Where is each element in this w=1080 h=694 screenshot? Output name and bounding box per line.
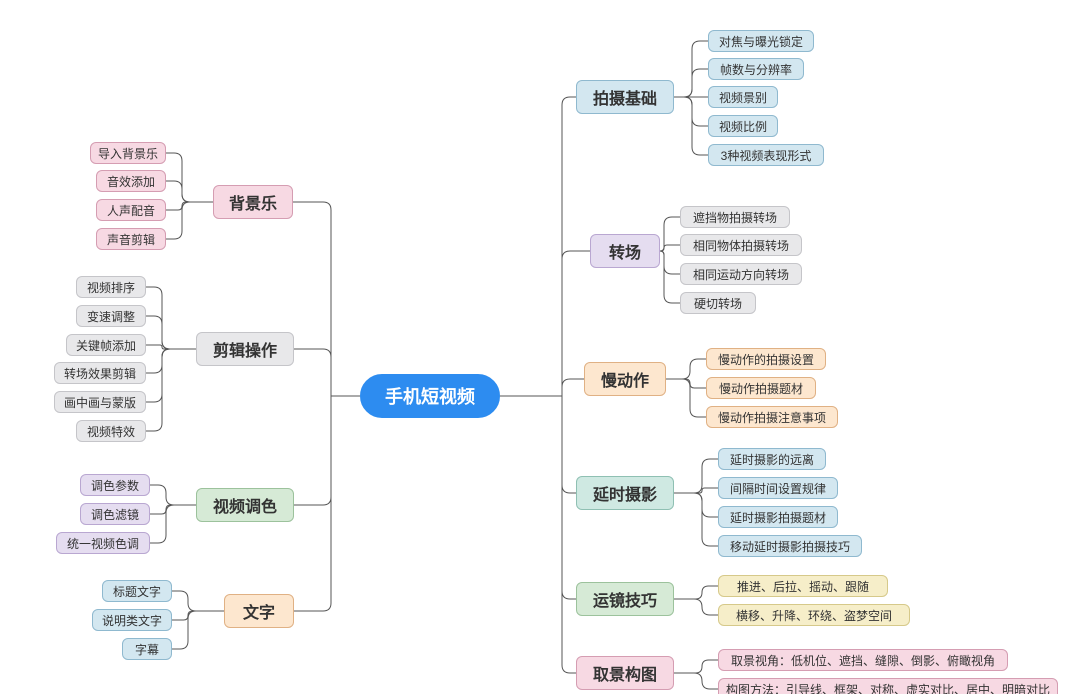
node-leaf: 3种视频表现形式: [708, 144, 824, 166]
node-basics: 拍摄基础: [576, 80, 674, 114]
node-label: 视频调色: [213, 493, 277, 517]
node-label: 相同物体拍摄转场: [693, 237, 789, 254]
node-label: 音效添加: [107, 173, 155, 190]
node-leaf: 统一视频色调: [56, 532, 150, 554]
node-label: 慢动作的拍摄设置: [718, 351, 814, 368]
node-label: 慢动作: [601, 367, 649, 391]
node-leaf: 取景视角：低机位、遮挡、缝隙、倒影、俯瞰视角: [718, 649, 1008, 671]
node-label: 说明类文字: [102, 612, 162, 629]
node-framing: 取景构图: [576, 656, 674, 690]
node-leaf: 慢动作拍摄题材: [706, 377, 816, 399]
node-label: 背景乐: [229, 190, 277, 214]
node-camera: 运镜技巧: [576, 582, 674, 616]
node-label: 手机短视频: [385, 383, 475, 409]
node-label: 间隔时间设置规律: [730, 480, 826, 497]
node-leaf: 标题文字: [102, 580, 172, 602]
node-leaf: 横移、升降、环绕、盗梦空间: [718, 604, 910, 626]
node-label: 延时摄影拍摄题材: [730, 509, 826, 526]
node-label: 运镜技巧: [593, 587, 657, 611]
node-leaf: 帧数与分辨率: [708, 58, 804, 80]
node-label: 对焦与曝光锁定: [719, 33, 803, 50]
node-leaf: 移动延时摄影拍摄技巧: [718, 535, 862, 557]
node-leaf: 视频排序: [76, 276, 146, 298]
node-label: 变速调整: [87, 308, 135, 325]
node-leaf: 转场效果剪辑: [54, 362, 146, 384]
node-leaf: 调色滤镜: [80, 503, 150, 525]
node-label: 构图方法：引导线、框架、对称、虚实对比、居中、明暗对比: [726, 681, 1050, 694]
node-label: 调色参数: [91, 477, 139, 494]
node-label: 调色滤镜: [91, 506, 139, 523]
node-label: 标题文字: [113, 583, 161, 600]
node-label: 取景构图: [593, 661, 657, 685]
node-label: 遮挡物拍摄转场: [693, 209, 777, 226]
node-leaf: 视频景别: [708, 86, 778, 108]
node-leaf: 相同物体拍摄转场: [680, 234, 802, 256]
node-label: 转场: [609, 239, 641, 263]
node-leaf: 视频比例: [708, 115, 778, 137]
node-label: 慢动作拍摄注意事项: [718, 409, 826, 426]
node-label: 统一视频色调: [67, 535, 139, 552]
node-root: 手机短视频: [360, 374, 500, 418]
node-label: 字幕: [135, 641, 159, 658]
node-label: 导入背景乐: [98, 145, 158, 162]
node-leaf: 构图方法：引导线、框架、对称、虚实对比、居中、明暗对比: [718, 678, 1058, 694]
node-leaf: 硬切转场: [680, 292, 756, 314]
node-leaf: 相同运动方向转场: [680, 263, 802, 285]
node-leaf: 音效添加: [96, 170, 166, 192]
node-bgm: 背景乐: [213, 185, 293, 219]
node-label: 硬切转场: [694, 295, 742, 312]
node-leaf: 慢动作的拍摄设置: [706, 348, 826, 370]
node-leaf: 关键帧添加: [66, 334, 146, 356]
node-label: 人声配音: [107, 202, 155, 219]
node-text: 文字: [224, 594, 294, 628]
node-leaf: 延时摄影的远离: [718, 448, 826, 470]
node-label: 帧数与分辨率: [720, 61, 792, 78]
node-leaf: 视频特效: [76, 420, 146, 442]
node-leaf: 画中画与蒙版: [54, 391, 146, 413]
node-label: 关键帧添加: [76, 337, 136, 354]
node-leaf: 声音剪辑: [96, 228, 166, 250]
node-label: 移动延时摄影拍摄技巧: [730, 538, 850, 555]
node-leaf: 间隔时间设置规律: [718, 477, 838, 499]
node-label: 相同运动方向转场: [693, 266, 789, 283]
node-label: 推进、后拉、摇动、跟随: [737, 578, 869, 595]
node-timelapse: 延时摄影: [576, 476, 674, 510]
node-label: 慢动作拍摄题材: [719, 380, 803, 397]
node-leaf: 变速调整: [76, 305, 146, 327]
node-slowmo: 慢动作: [584, 362, 666, 396]
node-label: 视频特效: [87, 423, 135, 440]
node-trans: 转场: [590, 234, 660, 268]
node-edit: 剪辑操作: [196, 332, 294, 366]
node-label: 视频比例: [719, 118, 767, 135]
node-label: 延时摄影: [593, 481, 657, 505]
node-label: 横移、升降、环绕、盗梦空间: [736, 607, 892, 624]
node-leaf: 延时摄影拍摄题材: [718, 506, 838, 528]
node-label: 剪辑操作: [213, 337, 277, 361]
node-label: 视频排序: [87, 279, 135, 296]
node-label: 延时摄影的远离: [730, 451, 814, 468]
node-leaf: 人声配音: [96, 199, 166, 221]
node-leaf: 慢动作拍摄注意事项: [706, 406, 838, 428]
node-label: 视频景别: [719, 89, 767, 106]
node-label: 转场效果剪辑: [64, 365, 136, 382]
node-label: 文字: [243, 599, 275, 623]
node-label: 画中画与蒙版: [64, 394, 136, 411]
node-label: 声音剪辑: [107, 231, 155, 248]
node-color: 视频调色: [196, 488, 294, 522]
node-label: 取景视角：低机位、遮挡、缝隙、倒影、俯瞰视角: [731, 652, 995, 669]
node-label: 3种视频表现形式: [721, 147, 812, 164]
node-leaf: 对焦与曝光锁定: [708, 30, 814, 52]
node-leaf: 导入背景乐: [90, 142, 166, 164]
node-label: 拍摄基础: [593, 85, 657, 109]
node-leaf: 说明类文字: [92, 609, 172, 631]
node-leaf: 调色参数: [80, 474, 150, 496]
node-leaf: 遮挡物拍摄转场: [680, 206, 790, 228]
node-leaf: 字幕: [122, 638, 172, 660]
node-leaf: 推进、后拉、摇动、跟随: [718, 575, 888, 597]
